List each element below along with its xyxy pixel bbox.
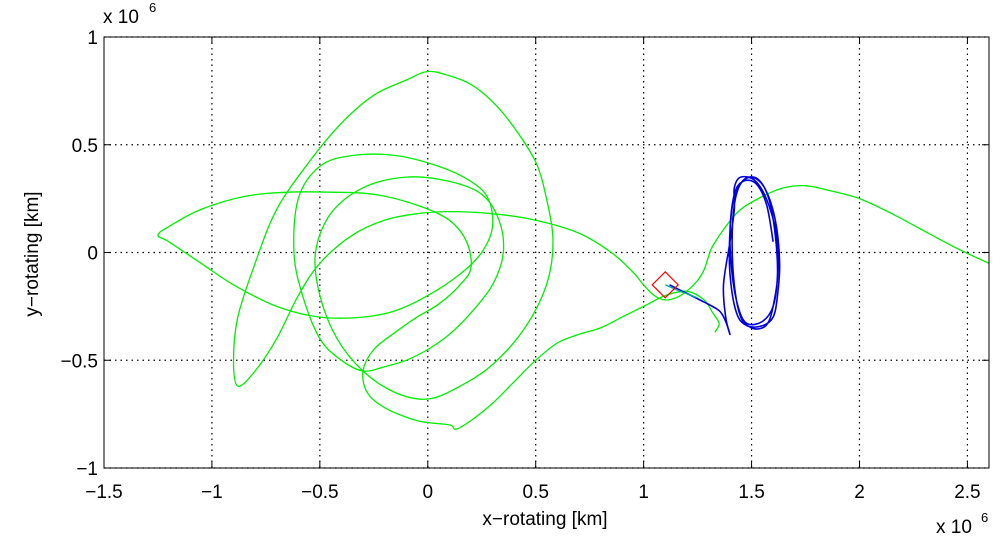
- series-line-0: [157, 70, 989, 430]
- x-tick-label: −1: [201, 482, 223, 503]
- y-tick-label: 1: [87, 28, 98, 49]
- tick-labels: −1.5 −1 −0.5 0 0.5 1 1.5 2 2.510.50−0.5−1: [60, 28, 980, 503]
- x-tick-label: 0: [422, 482, 433, 503]
- x-tick-label: 1.5: [738, 482, 764, 503]
- x-tick-label: 2: [854, 482, 865, 503]
- series-group: [157, 70, 989, 430]
- grid: [104, 36, 989, 469]
- x-tick-label: −1.5: [85, 482, 123, 503]
- y-exponent: x 10 6: [103, 0, 156, 28]
- y-tick-label: −1: [76, 459, 98, 480]
- x-exponent-power: 6: [981, 510, 988, 525]
- x-exponent: x 10 6: [936, 510, 988, 536]
- y-tick-label: 0.5: [72, 136, 98, 157]
- y-tick-label: 0: [87, 244, 98, 265]
- x-exponent-base: x 10: [936, 517, 972, 536]
- ticks: [103, 36, 989, 469]
- x-tick-label: 0.5: [522, 482, 548, 503]
- y-exponent-power: 6: [149, 0, 156, 15]
- series-line-2: [664, 284, 698, 299]
- y-tick-label: −0.5: [60, 351, 98, 372]
- marker-group: [651, 270, 680, 299]
- x-axis-label: x−rotating [km]: [482, 509, 607, 530]
- y-axis-label: y−rotating [km]: [22, 191, 43, 316]
- x-tick-label: 2.5: [954, 482, 980, 503]
- series-line-1: [669, 175, 781, 336]
- x-tick-label: −0.5: [301, 482, 339, 503]
- diamond-marker: [651, 270, 680, 299]
- x-tick-label: 1: [638, 482, 649, 503]
- y-exponent-base: x 10: [103, 7, 139, 28]
